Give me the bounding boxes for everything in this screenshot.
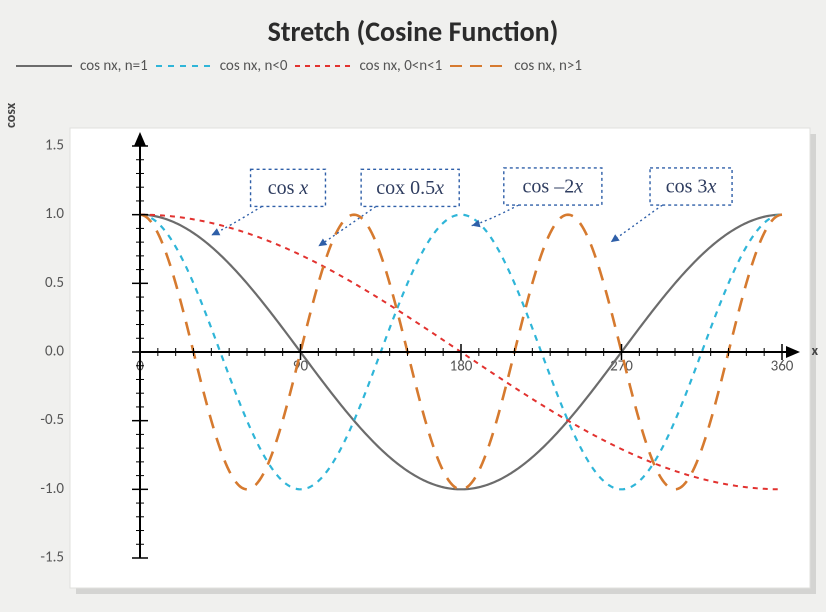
y-tick-label: 1.0 (45, 205, 64, 223)
y-tick-label: -0.5 (40, 411, 64, 429)
legend-label: cos nx, n=1 (80, 57, 148, 75)
legend-label: cos nx, 0<n<1 (359, 57, 442, 75)
legend-swatch (156, 59, 212, 73)
y-axis-label: cosx (2, 103, 19, 128)
legend-item: cos nx, 0<n<1 (295, 57, 442, 75)
x-axis-label: x (812, 342, 818, 359)
y-tick-label: 1.5 (45, 137, 64, 155)
legend-swatch (16, 59, 72, 73)
y-tick-label: 0.5 (45, 274, 64, 292)
x-tick-label: 270 (610, 357, 633, 375)
legend-swatch (450, 59, 506, 73)
legend-item: cos nx, n<0 (156, 57, 288, 75)
y-tick-label: -1.0 (40, 480, 64, 498)
callout-label: cos x (268, 176, 309, 198)
plot-area: -1.5-1.0-0.50.00.51.01.5090180270360cos … (30, 120, 816, 600)
legend-swatch (295, 59, 351, 73)
legend: cos nx, n=1 cos nx, n<0 cos nx, 0<n<1 cos n… (6, 51, 820, 79)
callout-label: cox 0.5x (376, 176, 444, 198)
callout-label: cos 3x (666, 175, 717, 197)
y-tick-label: -1.5 (40, 549, 64, 567)
callout-label: cos –2x (523, 175, 584, 197)
legend-label: cos nx, n>1 (514, 57, 582, 75)
x-tick-label: 360 (771, 357, 794, 375)
x-tick-label: 180 (450, 357, 473, 375)
y-tick-label: 0.0 (45, 343, 64, 361)
legend-label: cos nx, n<0 (220, 57, 288, 75)
legend-item: cos nx, n=1 (16, 57, 148, 75)
chart-title: Stretch (Cosine Function) (6, 14, 820, 49)
legend-item: cos nx, n>1 (450, 57, 582, 75)
